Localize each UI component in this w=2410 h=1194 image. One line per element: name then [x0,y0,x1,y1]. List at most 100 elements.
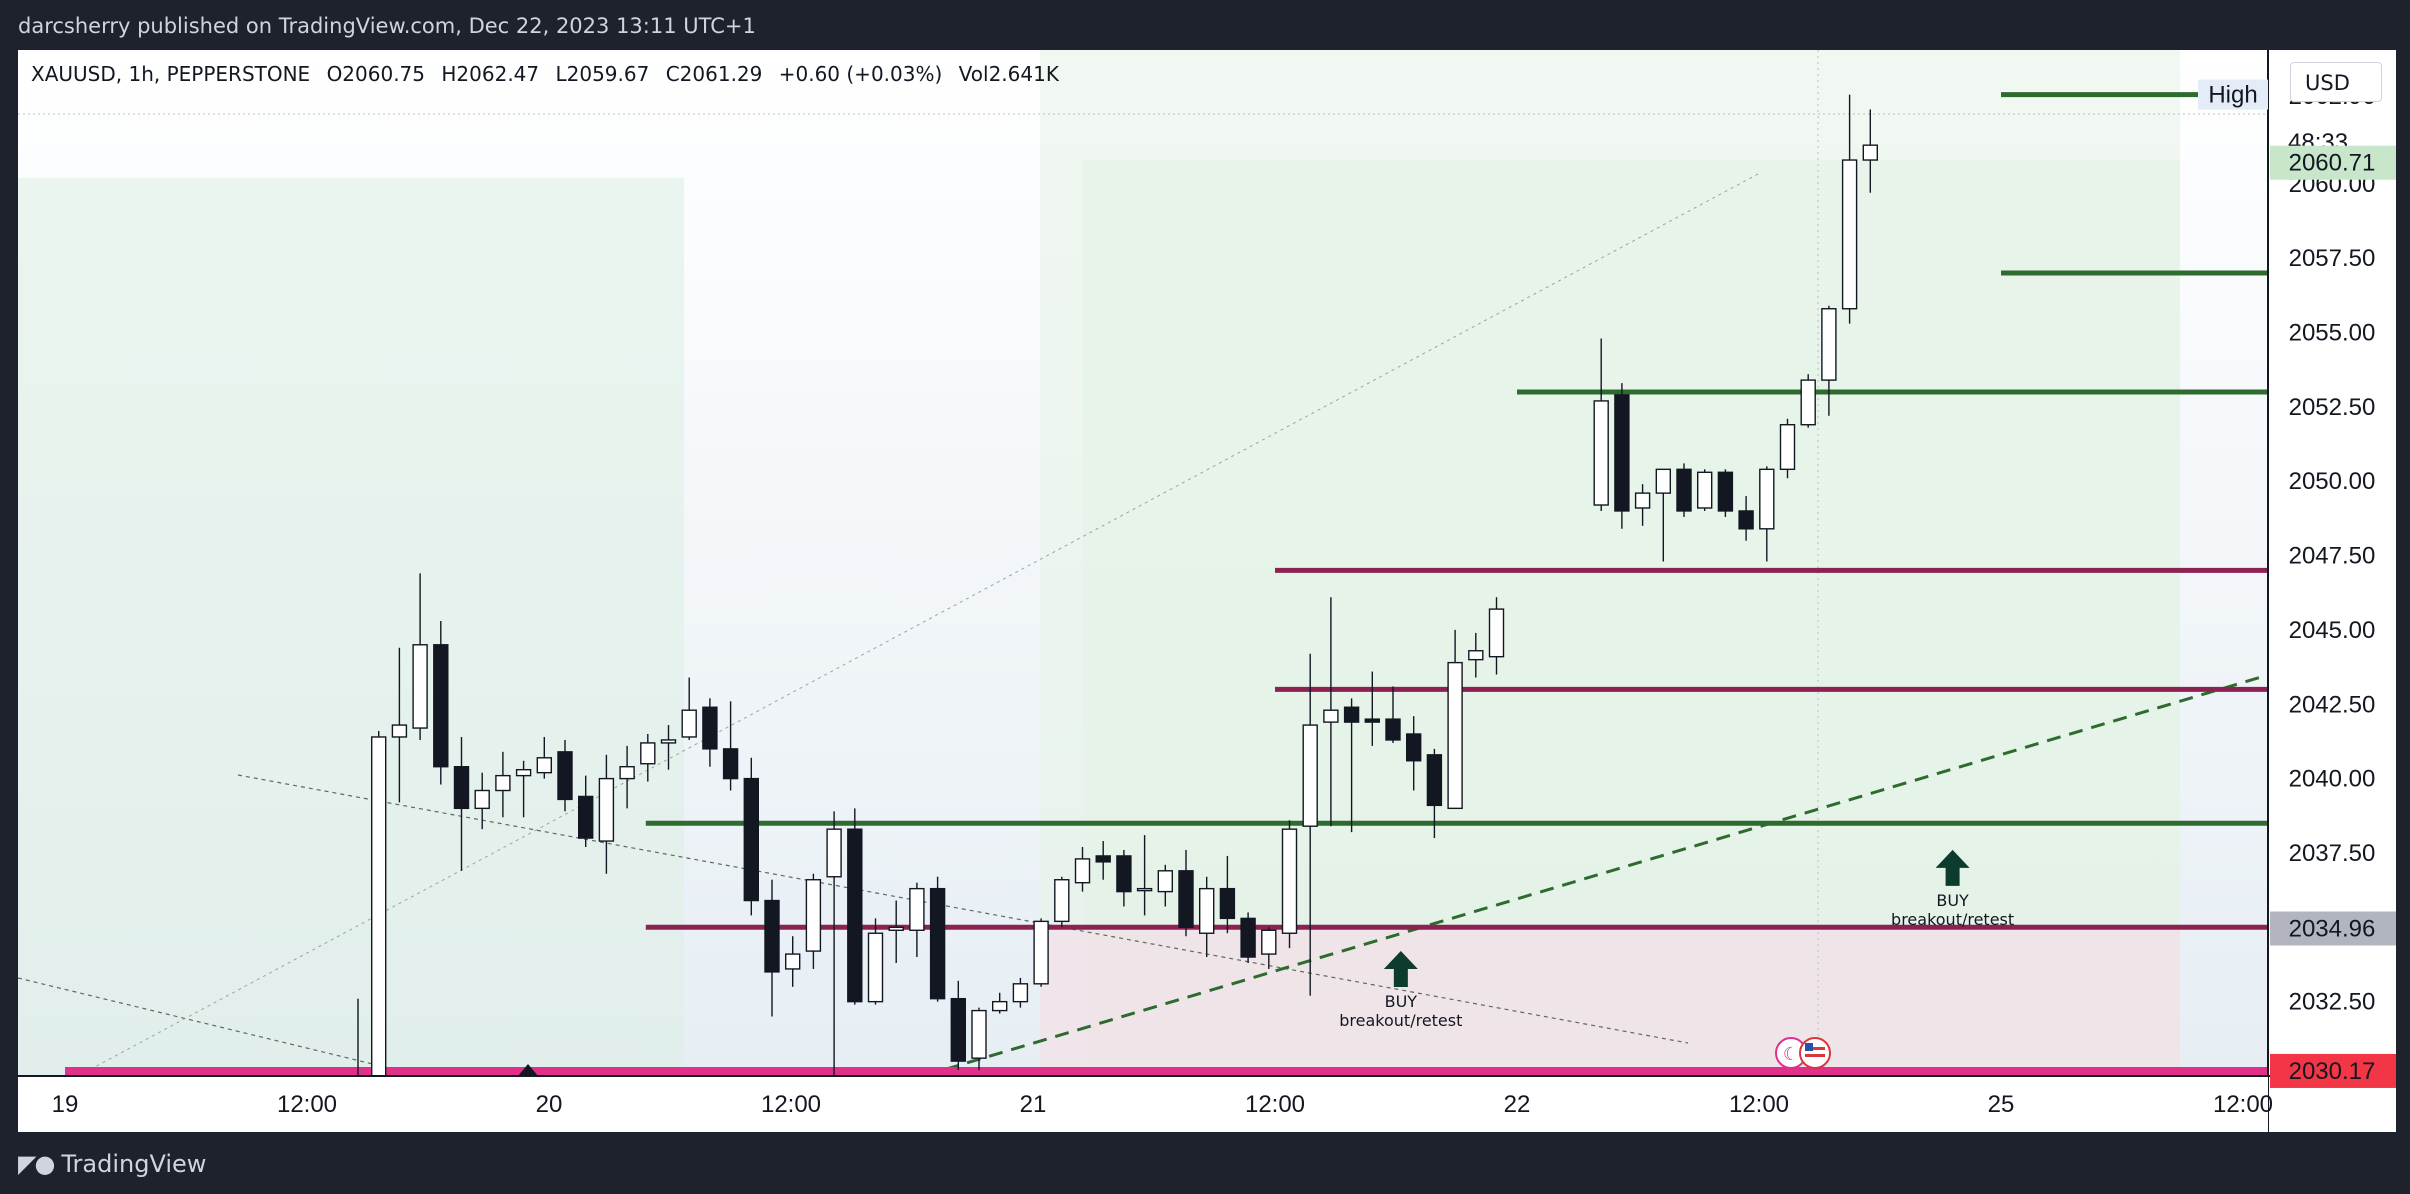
us-flag-icon[interactable] [1799,1037,1831,1069]
candle-body [1676,468,1692,512]
candle-body [660,739,677,744]
time-axis-ticks: 19 12:00 20 12:00 21 12:00 22 12:00 25 12:00 [52,1091,2273,1118]
price-tick-label: 2055.00 [2289,320,2376,347]
time-tick-label: 20 [536,1091,563,1118]
candle-body [929,887,946,1000]
candle-body [495,774,511,792]
candle-body [1302,724,1318,827]
candle-body [992,1000,1008,1012]
trendline-down [237,774,1689,1044]
candle-body [1821,308,1837,381]
candle-body [1405,733,1422,762]
candle-body [702,706,718,750]
candle-body [1033,920,1049,985]
tradingview-logo-icon: ◤● [18,1150,55,1178]
time-tick-label: 12:00 [761,1091,821,1118]
annotation-line1: BUY [1385,992,1418,1011]
candle-body [1634,492,1651,509]
time-tick-label: 25 [1988,1091,2015,1118]
candle-body [888,926,904,931]
price-tick-label: 2032.50 [2289,989,2376,1016]
candle-body [1841,159,1858,310]
candle-body [391,724,408,738]
buy-arrow-icon [1383,950,1418,987]
candle-body [474,789,490,810]
price-tick-label: 2037.50 [2289,840,2376,867]
candle-body [1219,887,1236,920]
candle-body [453,766,470,810]
candle-body [805,879,822,952]
price-tick-label: 2050.00 [2289,468,2376,495]
candle-body [1717,471,1734,512]
candle-body [1074,858,1091,884]
time-tick-label: 19 [52,1091,79,1118]
candle-body [1488,608,1505,658]
price-tick-label: 2042.50 [2289,691,2376,718]
chart-canvas[interactable]: $2,063.00 Level$2,057.00 Level$2,053.00 … [18,50,2396,1132]
price-tag-bg [2270,1053,2396,1088]
bottom-bar: ◤● TradingView [0,1132,2410,1194]
ohlc-legend: XAUUSD, 1h, PEPPERSTONE O2060.75 H2062.4… [31,62,1069,86]
sell-zone [1040,927,2180,1076]
candle-body [1759,468,1775,530]
candle-body [681,709,697,738]
high-label: High [2208,82,2257,109]
price-tag-bg [2270,145,2396,180]
annotation-line1: BUY [1936,891,1969,910]
marker-triangle [518,1064,538,1076]
time-axis[interactable] [18,1076,2268,1132]
candle-body [1364,718,1381,723]
chart-frame[interactable]: $2,063.00 Level$2,057.00 Level$2,053.00 … [18,50,2396,1132]
candle-body [743,777,759,902]
high-label-bg [2198,79,2268,110]
us-flag-stripe-1 [1805,1047,1825,1050]
candle-body [557,751,573,801]
trendline-up [922,673,2269,1078]
price-tag-label: 2030.17 [2289,1058,2376,1085]
candle-body [909,887,925,931]
candle-body [1779,424,1796,471]
time-tick-label: 12:00 [1245,1091,1305,1118]
candle-body [1385,718,1401,741]
price-axis[interactable] [2268,50,2396,1132]
candle-body [1323,709,1339,723]
currency-button[interactable]: USD [2290,62,2382,102]
annotation-line2: breakout/retest [1891,910,2014,929]
candle-body [1447,661,1463,810]
annotation-line2: breakout/retest [1339,1011,1462,1030]
candle-body [1136,887,1153,892]
candle-body [371,736,387,1077]
us-flag-canton [1805,1043,1813,1051]
time-tick-label: 21 [1020,1091,1047,1118]
brand[interactable]: ◤● TradingView [18,1150,206,1178]
time-tick-label: 12:00 [277,1091,337,1118]
legend-high: H2062.47 [441,62,540,86]
price-tag-label: 2034.96 [2289,915,2376,942]
legend-symbol[interactable]: XAUUSD, 1h, PEPPERSTONE [31,62,311,86]
candle-body [598,777,615,842]
publisher-line: darcsherry published on TradingView.com,… [18,14,756,38]
legend-close: C2061.29 [665,62,763,86]
trendline-diagonal [77,173,1759,1077]
candles-layer [350,94,1879,1079]
range-zone-left [18,178,684,1076]
event-icons[interactable]: ☾ [1775,1037,1831,1069]
candle-body [619,766,635,780]
candle-body [536,757,552,774]
candle-body [1468,650,1484,661]
candle-body [412,644,428,729]
candle-body [1157,870,1174,893]
candle-body [433,644,449,768]
candle-body [971,1009,987,1059]
candle-body [1593,400,1609,506]
candle-body [1343,706,1360,723]
price-tick-label: 2045.00 [2289,617,2376,644]
candle-body [1012,983,1029,1003]
candle-body [515,768,532,777]
candle-body [950,997,966,1062]
candle-body [1054,879,1070,923]
candle-body [1178,870,1194,929]
price-tag-bg [2270,911,2396,946]
candle-body [1281,828,1298,934]
candle-body [1800,379,1816,426]
